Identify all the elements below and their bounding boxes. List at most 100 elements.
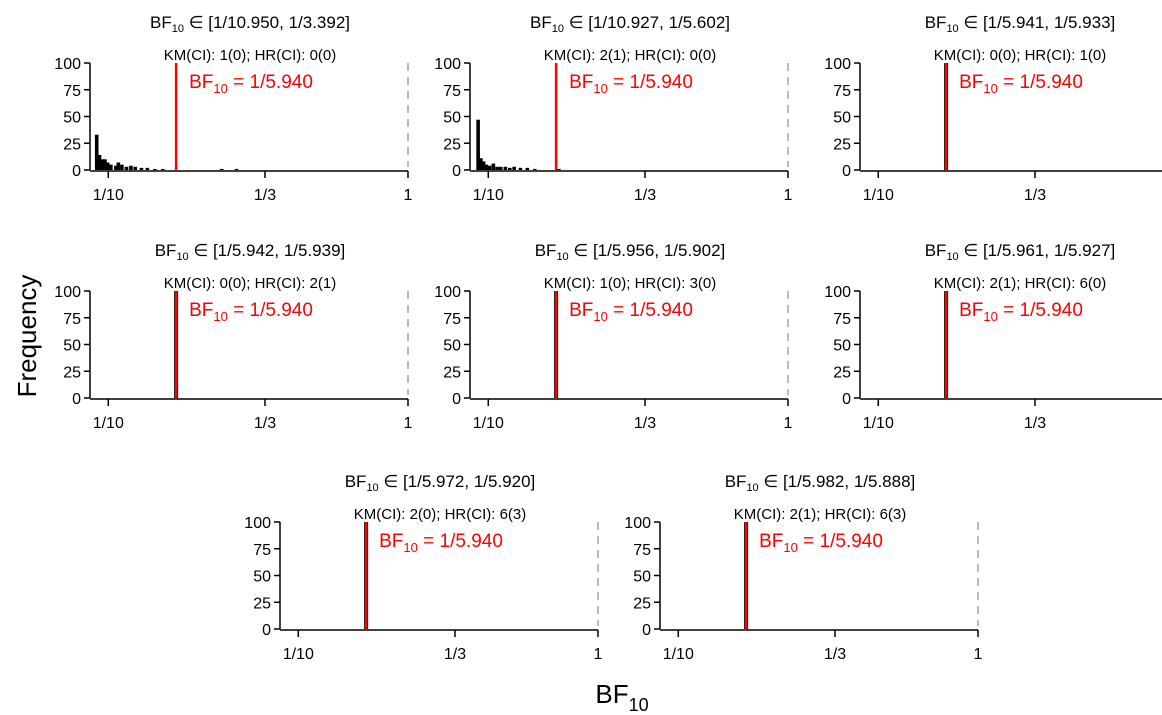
- panel-title: BF10 ∈ [1/5.942, 1/5.939]: [155, 241, 346, 263]
- panel-title-subscript: 10: [172, 23, 184, 35]
- histogram-bar: [116, 162, 121, 170]
- x-tick-label: 1: [404, 415, 413, 432]
- panel-title-subscript: 10: [366, 482, 378, 494]
- histogram-bar: [525, 167, 530, 170]
- histogram-bar: [533, 168, 537, 170]
- y-tick-label: 100: [824, 284, 851, 301]
- reference-label-bf: BF: [569, 300, 593, 321]
- x-tick-label: 1: [404, 187, 413, 204]
- y-tick-label: 75: [633, 542, 651, 559]
- histogram-bar: [109, 164, 113, 170]
- y-tick-label: 25: [633, 595, 651, 612]
- x-tick-label: 1/10: [863, 415, 894, 432]
- histogram-bar: [512, 166, 516, 170]
- panel-title-bf: BF: [925, 241, 947, 260]
- y-axis-label: Frequency: [12, 275, 42, 398]
- x-tick-label: 1/3: [634, 187, 656, 204]
- panel-title-bf: BF: [150, 13, 172, 32]
- reference-label: BF10 = 1/5.940: [959, 300, 1083, 324]
- reference-label-bf: BF: [759, 531, 783, 552]
- reference-label: BF10 = 1/5.940: [189, 300, 313, 324]
- reference-label-subscript: 10: [593, 309, 607, 324]
- panel-title-interval: ∈ [1/5.942, 1/5.939]: [189, 241, 346, 260]
- panel-title: BF10 ∈ [1/5.956, 1/5.902]: [535, 241, 726, 263]
- reference-label-subscript: 10: [593, 81, 607, 96]
- reference-label-value: = 1/5.940: [798, 531, 883, 552]
- histogram-bar: [133, 166, 138, 170]
- reference-label-bf: BF: [569, 72, 593, 93]
- panel-title-bf: BF: [535, 241, 557, 260]
- histogram-bar: [97, 155, 102, 170]
- panel-title-interval: ∈ [1/5.956, 1/5.902]: [569, 241, 726, 260]
- y-tick-label: 25: [253, 595, 271, 612]
- y-tick-label: 25: [63, 136, 81, 153]
- histogram-bar: [481, 161, 486, 170]
- x-tick-label: 1: [974, 646, 983, 663]
- panel-4: BF10 ∈ [1/5.942, 1/5.939]KM(CI): 0(0); H…: [54, 241, 412, 432]
- y-tick-label: 100: [54, 56, 81, 73]
- x-tick-label: 1/10: [283, 646, 314, 663]
- panel-title-subscript: 10: [552, 23, 564, 35]
- panel-title-interval: ∈ [1/5.982, 1/5.888]: [759, 472, 916, 491]
- panel-ci-counts: KM(CI): 1(0); HR(CI): 3(0): [544, 275, 717, 292]
- y-tick-label: 100: [54, 284, 81, 301]
- y-tick-label: 0: [452, 163, 461, 180]
- histogram-bar: [153, 168, 157, 170]
- panel-ci-counts: KM(CI): 2(1); HR(CI): 0(0): [544, 47, 717, 64]
- x-axis-label-subscript: 10: [629, 695, 649, 715]
- x-tick-label: 1/3: [444, 646, 466, 663]
- y-tick-label: 0: [262, 622, 271, 639]
- y-tick-label: 100: [624, 515, 651, 532]
- x-tick-label: 1/10: [863, 187, 894, 204]
- panel-5: BF10 ∈ [1/5.956, 1/5.902]KM(CI): 1(0); H…: [434, 241, 792, 432]
- histogram-bar: [94, 134, 99, 170]
- y-tick-label: 0: [842, 163, 851, 180]
- reference-label-value: = 1/5.940: [418, 531, 503, 552]
- x-tick-label: 1/3: [824, 646, 846, 663]
- panel-title-subscript: 10: [946, 23, 958, 35]
- histogram-bar: [495, 166, 499, 170]
- x-tick-label: 1/3: [634, 415, 656, 432]
- histogram-bar: [145, 167, 150, 170]
- panel-title-bf: BF: [345, 472, 367, 491]
- panel-title-bf: BF: [925, 13, 947, 32]
- reference-label-bf: BF: [959, 72, 983, 93]
- y-tick-label: 0: [842, 391, 851, 408]
- y-tick-label: 75: [833, 311, 851, 328]
- histogram-bar: [479, 158, 483, 170]
- y-tick-label: 50: [443, 338, 461, 355]
- histogram-bar: [114, 165, 118, 170]
- y-tick-label: 100: [434, 284, 461, 301]
- x-axis-label: BF10: [595, 679, 648, 715]
- panel-title-interval: ∈ [1/10.950, 1/3.392]: [184, 13, 350, 32]
- y-tick-label: 75: [63, 311, 81, 328]
- panel-8: BF10 ∈ [1/5.982, 1/5.888]KM(CI): 2(1); H…: [624, 472, 982, 663]
- histogram-bar: [100, 159, 105, 170]
- y-tick-label: 50: [253, 569, 271, 586]
- y-tick-label: 25: [63, 364, 81, 381]
- reference-label-subscript: 10: [983, 81, 997, 96]
- panel-ci-counts: KM(CI): 2(0); HR(CI): 6(3): [354, 506, 527, 523]
- panel-7: BF10 ∈ [1/5.972, 1/5.920]KM(CI): 2(0); H…: [244, 472, 602, 663]
- histogram-bar: [508, 167, 512, 170]
- y-tick-label: 75: [443, 311, 461, 328]
- panel-title: BF10 ∈ [1/10.927, 1/5.602]: [530, 13, 730, 35]
- x-tick-label: 1/10: [473, 415, 504, 432]
- histogram-bar: [103, 159, 107, 170]
- reference-label-bf: BF: [379, 531, 403, 552]
- y-tick-label: 75: [833, 83, 851, 100]
- panel-title-interval: ∈ [1/10.927, 1/5.602]: [564, 13, 730, 32]
- reference-label-subscript: 10: [403, 540, 417, 555]
- reference-label-value: = 1/5.940: [998, 300, 1083, 321]
- panel-title-subscript: 10: [556, 251, 568, 263]
- panel-ci-counts: KM(CI): 2(1); HR(CI): 6(3): [734, 506, 907, 523]
- histogram-bar: [498, 166, 503, 170]
- y-tick-label: 50: [443, 110, 461, 127]
- x-tick-label: 1: [784, 415, 793, 432]
- histogram-bar: [105, 162, 110, 170]
- reference-label-value: = 1/5.940: [228, 72, 313, 93]
- histogram-bar: [219, 168, 224, 170]
- y-tick-label: 0: [452, 391, 461, 408]
- x-tick-label: 1/10: [473, 187, 504, 204]
